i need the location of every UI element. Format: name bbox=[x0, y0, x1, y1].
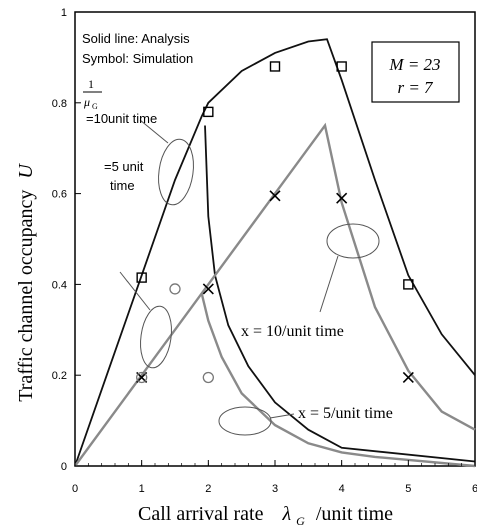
marker-square-3 bbox=[269, 61, 281, 72]
series-line-1 bbox=[74, 38, 476, 467]
note-analysis: Solid line: Analysis bbox=[82, 31, 190, 46]
annotation-x5: x = 5/unit time bbox=[298, 405, 393, 422]
y-tick-label-0: 0 bbox=[61, 461, 67, 473]
x-axis-title-text: Call arrival rate bbox=[138, 503, 264, 525]
x-axis-title-subscript: G bbox=[296, 514, 305, 528]
marker-circle-3 bbox=[202, 371, 214, 384]
y-axis-title-symbol: U bbox=[15, 163, 37, 179]
x-axis-title-symbol: λ bbox=[282, 503, 292, 525]
y-tick-label-2: 0.4 bbox=[52, 279, 67, 291]
ellipse-x5 bbox=[218, 406, 272, 436]
x-tick-label-0: 0 bbox=[72, 483, 78, 495]
y-tick-label-4: 0.8 bbox=[52, 98, 67, 110]
ellipse-x10 bbox=[326, 223, 380, 259]
markers-layer bbox=[136, 61, 414, 384]
y-tick-label-5: 1 bbox=[61, 7, 67, 19]
annotation-x10: x = 10/unit time bbox=[241, 323, 344, 340]
mu-denominator: μ bbox=[83, 95, 90, 109]
x-tick-label-5: 5 bbox=[405, 483, 411, 495]
series-line-2 bbox=[204, 125, 476, 463]
param-m: M = 23 bbox=[388, 55, 440, 74]
leader-x5 bbox=[269, 413, 295, 419]
x-tick-label-2: 2 bbox=[205, 483, 211, 495]
marker-cross-3 bbox=[269, 190, 281, 202]
y-axis-title-text: Traffic channel occupancy bbox=[15, 190, 37, 402]
mu-numerator: 1 bbox=[88, 77, 94, 91]
marker-square-1 bbox=[136, 272, 147, 283]
x-tick-label-4: 4 bbox=[339, 483, 345, 495]
series-line-4 bbox=[200, 293, 476, 468]
curves-layer bbox=[74, 38, 476, 468]
leader-x10 bbox=[319, 255, 339, 313]
marker-circle-1 bbox=[136, 371, 148, 384]
marker-square-4 bbox=[336, 61, 347, 72]
param-r: r = 7 bbox=[397, 78, 434, 97]
marker-cross-2 bbox=[202, 283, 214, 295]
marker-cross-5 bbox=[402, 371, 414, 384]
note-simulation: Symbol: Simulation bbox=[82, 51, 193, 66]
leader-5unit bbox=[119, 271, 151, 311]
marker-square-5 bbox=[403, 279, 414, 290]
ellipse-10unit bbox=[158, 138, 194, 206]
x-axis-title: Call arrival rate λ G /unit time bbox=[138, 503, 393, 530]
x-axis-title-unit: /unit time bbox=[316, 503, 393, 525]
annotation-5unit-line2: time bbox=[110, 178, 135, 193]
marker-circle-2 bbox=[169, 283, 181, 295]
ticks-layer: 0 1 2 3 4 5 6 0 0.2 0.4 0.6 0.8 1 bbox=[52, 7, 477, 495]
mu-denominator-sub: G bbox=[92, 102, 98, 111]
series-line-3 bbox=[74, 122, 476, 467]
marker-cross-4 bbox=[336, 192, 348, 204]
x-tick-label-6: 6 bbox=[472, 483, 477, 495]
x-tick-label-3: 3 bbox=[272, 483, 278, 495]
annotation-5unit-line1: =5 unit bbox=[104, 159, 144, 174]
y-tick-label-1: 0.2 bbox=[52, 370, 67, 382]
y-tick-label-3: 0.6 bbox=[52, 189, 67, 201]
x-tick-label-1: 1 bbox=[139, 483, 145, 495]
svg-text:Traffic channel occupancy: Traffic channel occupancy U bbox=[15, 163, 37, 402]
ellipse-5unit bbox=[140, 305, 172, 369]
y-axis-title: Traffic channel occupancy U bbox=[15, 163, 37, 402]
leader-10unit bbox=[139, 119, 169, 144]
marker-square-2 bbox=[203, 106, 214, 118]
annotation-10unit: =10unit time bbox=[86, 111, 157, 126]
params-box bbox=[371, 41, 460, 103]
